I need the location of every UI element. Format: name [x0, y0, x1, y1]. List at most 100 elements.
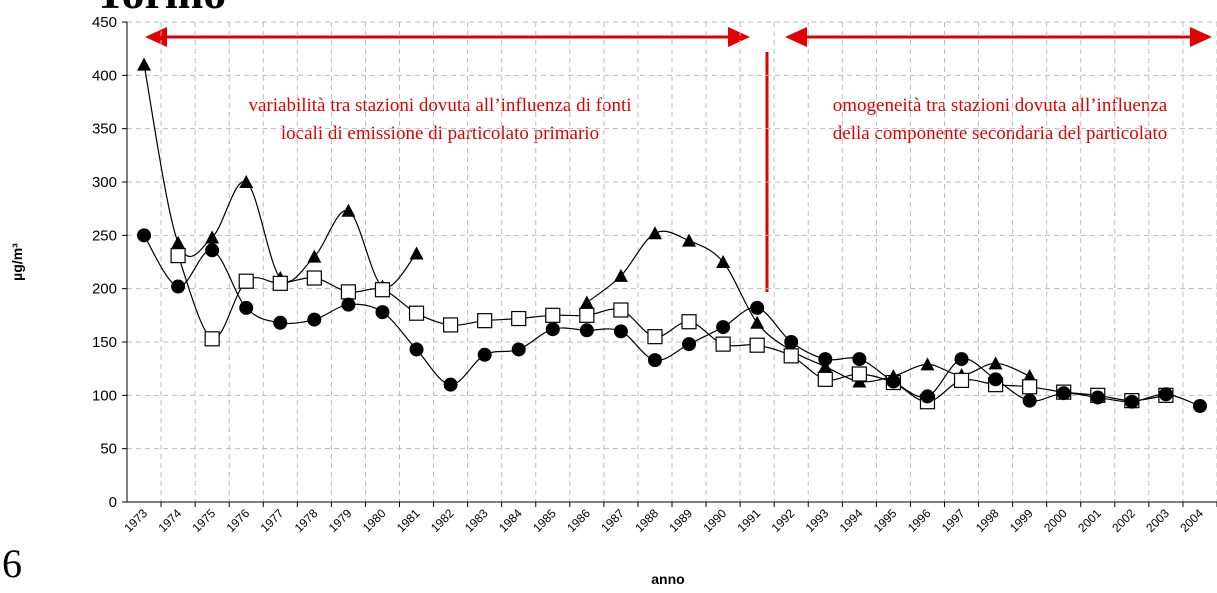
- point: [682, 233, 697, 247]
- point: [442, 317, 459, 333]
- x-tick-label: 1988: [632, 506, 661, 535]
- point: [340, 284, 357, 300]
- point: [511, 310, 527, 327]
- point: [647, 226, 662, 240]
- point: [1022, 393, 1037, 408]
- point: [817, 371, 833, 387]
- point: [272, 275, 288, 291]
- point: [682, 337, 697, 352]
- point: [477, 313, 493, 329]
- point: [545, 307, 561, 323]
- x-tick-label: 1999: [1007, 506, 1036, 535]
- annotation: variabilità tra stazioni dovuta all’infl…: [248, 95, 631, 116]
- point: [205, 243, 220, 258]
- point: [613, 268, 628, 282]
- y-tick-label: 250: [92, 227, 117, 244]
- point: [818, 352, 833, 367]
- point: [681, 314, 697, 330]
- arrows: [145, 27, 1212, 292]
- x-tick-label: 1974: [155, 506, 184, 535]
- y-tick-label: 50: [100, 441, 117, 458]
- point: [1158, 387, 1173, 402]
- x-tick-label: 2002: [1109, 506, 1138, 535]
- x-tick-label: 1978: [292, 506, 321, 535]
- point: [749, 337, 765, 353]
- y-tick-label: 200: [92, 281, 117, 298]
- x-tick-label: 1984: [496, 506, 525, 535]
- point: [783, 348, 799, 364]
- x-tick-label: 1992: [769, 506, 798, 535]
- arrow-head: [785, 27, 807, 47]
- y-tick-label: 450: [92, 14, 117, 31]
- point: [273, 315, 288, 330]
- point: [409, 246, 424, 260]
- y-tick-label: 150: [92, 334, 117, 351]
- x-tick-label: 2001: [1075, 506, 1104, 535]
- x-tick-label: 2003: [1143, 506, 1172, 535]
- point: [341, 297, 356, 312]
- x-tick-label: 1981: [394, 506, 423, 535]
- x-tick-label: 1983: [462, 506, 491, 535]
- x-tick-label: 1977: [258, 506, 287, 535]
- y-tick-label: 300: [92, 174, 117, 191]
- point: [716, 320, 731, 335]
- point: [307, 312, 322, 327]
- x-axis-label: anno: [651, 571, 684, 587]
- point: [920, 389, 935, 404]
- point: [307, 249, 322, 263]
- x-tick-label: 1980: [360, 506, 389, 535]
- x-tick-label: 1997: [939, 506, 968, 535]
- x-tick-label: 2000: [1041, 506, 1070, 535]
- x-tick-label: 1990: [700, 506, 729, 535]
- x-tick-label: 1987: [598, 506, 627, 535]
- point: [239, 300, 254, 315]
- x-tick-label: 1998: [973, 506, 1002, 535]
- x-tick-label: 1994: [837, 506, 866, 535]
- point: [988, 356, 1003, 370]
- x-tick-label: 1993: [803, 506, 832, 535]
- point: [579, 307, 595, 323]
- point: [409, 342, 424, 357]
- point: [238, 273, 254, 289]
- point: [374, 282, 391, 298]
- point: [408, 305, 425, 321]
- point: [443, 377, 458, 392]
- x-tick-label: 1976: [224, 506, 253, 535]
- x-tick-label: 1986: [564, 506, 593, 535]
- point: [1022, 369, 1037, 383]
- point: [715, 336, 731, 352]
- point: [750, 315, 765, 329]
- point: [1090, 390, 1105, 405]
- point: [137, 228, 152, 243]
- point: [171, 235, 186, 249]
- point: [613, 302, 629, 318]
- y-tick-label: 100: [92, 387, 117, 404]
- point: [1022, 379, 1038, 395]
- point: [647, 353, 662, 368]
- point: [784, 335, 799, 349]
- x-tick-label: 1996: [905, 506, 934, 535]
- point: [886, 374, 901, 389]
- point: [1192, 399, 1207, 413]
- arrow-head: [1190, 27, 1212, 47]
- page-number: 6: [2, 541, 22, 586]
- point: [647, 329, 663, 345]
- point: [716, 255, 731, 268]
- point: [750, 300, 765, 315]
- chart-title: Torino: [95, 0, 226, 18]
- x-tick-label: 1982: [428, 506, 457, 535]
- point: [375, 305, 390, 320]
- x-tick-label: 1979: [326, 506, 355, 535]
- point: [613, 324, 628, 339]
- x-tick-label: 1985: [530, 506, 559, 535]
- point: [954, 352, 969, 367]
- point: [204, 331, 220, 347]
- point: [1124, 394, 1139, 409]
- annotation: omogeneità tra stazioni dovuta all’influ…: [833, 95, 1168, 116]
- point: [579, 295, 594, 309]
- point: [171, 279, 186, 294]
- point: [851, 366, 867, 382]
- point: [953, 372, 970, 388]
- x-tick-label: 1989: [666, 506, 695, 535]
